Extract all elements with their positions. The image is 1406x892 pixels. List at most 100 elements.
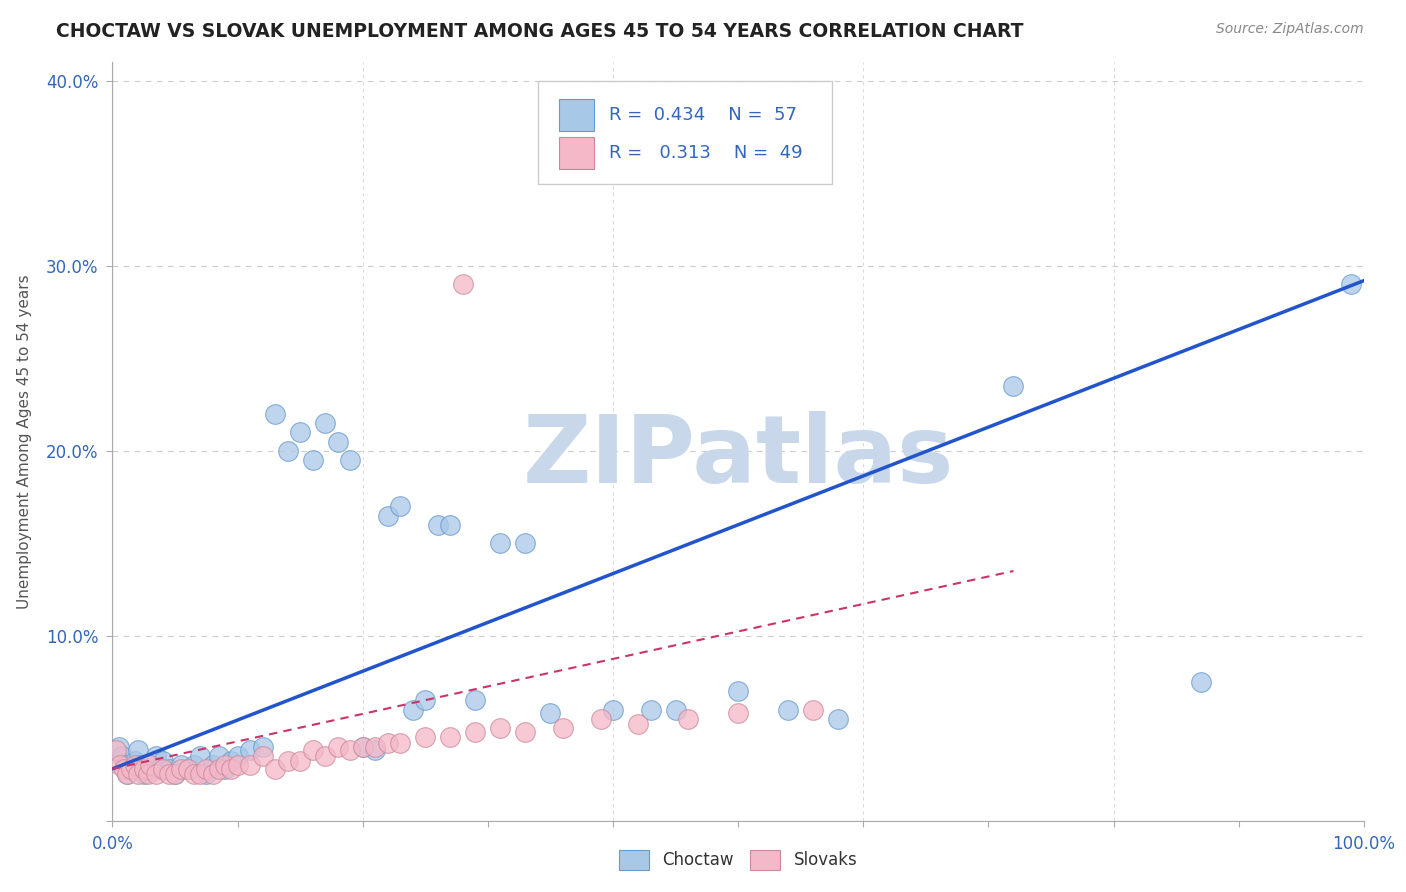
Point [389,500,412,514]
Point [201,758,224,772]
Point [112,762,135,776]
Point [152,762,174,776]
Point [451,277,474,292]
Point [214,758,236,772]
Point [208,748,231,763]
Point [264,407,287,421]
Point [129,758,152,772]
Point [226,748,249,763]
Point [640,703,662,717]
FancyBboxPatch shape [538,81,832,184]
Point [163,767,186,781]
Point [176,762,198,776]
Point [602,703,624,717]
Point [277,755,299,769]
Point [389,736,412,750]
Text: CHOCTAW VS SLOVAK UNEMPLOYMENT AMONG AGES 45 TO 54 YEARS CORRELATION CHART: CHOCTAW VS SLOVAK UNEMPLOYMENT AMONG AGE… [56,22,1024,41]
Point [326,434,349,449]
Point [111,748,134,763]
Point [107,739,129,754]
Point [136,762,159,776]
Point [157,767,180,781]
Point [127,767,149,781]
Point [301,743,323,757]
Point [139,758,162,772]
Point [301,453,323,467]
Point [364,739,387,754]
Point [252,748,274,763]
Point [195,767,218,781]
Point [326,739,349,754]
Point [1340,277,1362,292]
Point [402,703,425,717]
Point [124,755,146,769]
Point [627,717,650,731]
Point [132,762,155,776]
Text: R =  0.434    N =  57: R = 0.434 N = 57 [609,106,797,124]
Point [226,758,249,772]
Point [183,758,205,772]
Point [589,712,612,726]
Point [145,748,167,763]
FancyBboxPatch shape [560,136,595,169]
Point [413,693,436,707]
Point [339,453,361,467]
Point [264,762,287,776]
Point [195,762,218,776]
Point [778,703,800,717]
Point [208,762,231,776]
Point [377,508,399,523]
Point [139,758,162,772]
Point [221,762,243,776]
Point [676,712,699,726]
Point [108,758,131,772]
Text: R =   0.313    N =  49: R = 0.313 N = 49 [609,144,803,161]
Point [538,706,561,721]
Point [364,743,387,757]
Point [127,743,149,757]
Point [163,767,186,781]
Point [114,758,136,772]
Point [136,767,159,781]
Point [314,748,336,763]
Point [120,762,142,776]
Point [727,706,749,721]
Point [124,758,146,772]
Point [117,767,139,781]
Point [188,767,211,781]
Y-axis label: Unemployment Among Ages 45 to 54 years: Unemployment Among Ages 45 to 54 years [17,274,32,609]
Point [239,743,262,757]
Point [183,767,205,781]
Point [515,536,537,550]
Point [170,758,193,772]
Legend: Choctaw, Slovaks: Choctaw, Slovaks [612,843,865,877]
Point [339,743,361,757]
Point [277,443,299,458]
Text: Source: ZipAtlas.com: Source: ZipAtlas.com [1216,22,1364,37]
Point [664,703,686,717]
Point [157,762,180,776]
Point [201,767,224,781]
Point [149,762,172,776]
Point [105,743,128,757]
Point [145,767,167,781]
Point [564,166,586,180]
Point [152,755,174,769]
Point [221,755,243,769]
Point [801,703,824,717]
Point [239,758,262,772]
Point [1002,379,1025,393]
Point [314,416,336,430]
Point [132,767,155,781]
Point [170,762,193,776]
Point [252,739,274,754]
Point [188,748,211,763]
Point [290,755,312,769]
Point [117,767,139,781]
Point [214,762,236,776]
Point [439,731,461,745]
Point [120,762,142,776]
Point [413,731,436,745]
Point [377,736,399,750]
Point [176,762,198,776]
